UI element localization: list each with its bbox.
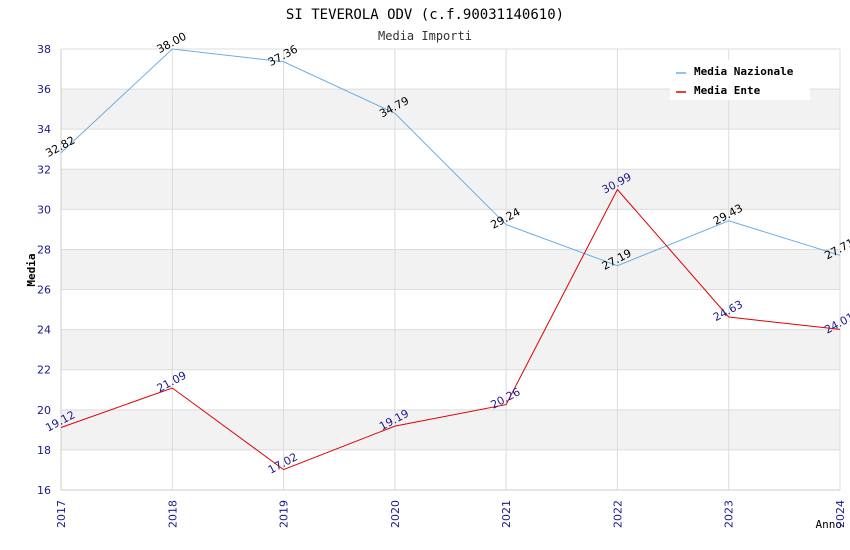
y-tick-label: 28 (37, 243, 51, 256)
x-tick-label: 2024 (834, 500, 847, 528)
y-tick-label: 30 (37, 203, 51, 216)
y-tick-label: 16 (37, 484, 51, 497)
series-line-media-nazionale (60, 48, 841, 267)
x-tick-label: 2017 (55, 500, 68, 528)
data-label: 20.26 (489, 385, 523, 411)
x-tick-label: 2023 (723, 500, 736, 528)
legend-box (670, 60, 810, 100)
y-tick-label: 24 (37, 324, 51, 337)
plot-bands (61, 89, 840, 450)
y-tick-label: 18 (37, 444, 51, 457)
legend-entry-media-ente: Media Ente (694, 84, 761, 97)
series-lines (60, 48, 841, 471)
data-label: 21.09 (155, 369, 189, 395)
x-axis-ticks: 2017 2018 2019 2020 2021 2022 2023 2024 (55, 500, 847, 528)
y-axis-label: Media (25, 253, 38, 286)
x-tick-label: 2020 (389, 500, 402, 528)
x-tick-label: 2022 (611, 500, 624, 528)
x-tick-label: 2018 (166, 500, 179, 528)
y-tick-label: 38 (37, 43, 51, 56)
y-tick-label: 20 (37, 404, 51, 417)
data-label: 17.02 (266, 450, 300, 476)
plot-grid (60, 48, 841, 491)
x-axis-label: Anno (816, 518, 843, 531)
chart-title: SI TEVEROLA ODV (c.f.90031140610) (286, 7, 564, 23)
plot-band (61, 329, 840, 370)
y-tick-label: 32 (37, 163, 51, 176)
data-label: 37.36 (266, 43, 300, 69)
x-tick-label: 2019 (278, 500, 291, 528)
legend-entry-media-nazionale: Media Nazionale (694, 65, 794, 78)
x-tick-label: 2021 (500, 500, 513, 528)
y-tick-label: 36 (37, 83, 51, 96)
y-tick-label: 34 (37, 123, 51, 136)
data-label: 32.82 (43, 134, 77, 160)
y-axis-ticks: 16 18 20 22 24 26 28 30 32 34 36 38 (37, 43, 51, 497)
plot-band (61, 249, 840, 290)
y-tick-label: 26 (37, 284, 51, 297)
series-line-media-ente (60, 188, 841, 471)
data-label: 38.00 (155, 30, 189, 56)
plot-band (61, 409, 840, 450)
y-tick-label: 22 (37, 364, 51, 377)
plot-band (61, 169, 840, 210)
data-label: 24.63 (711, 298, 745, 324)
legend: Media Nazionale Media Ente (670, 60, 810, 100)
chart-subtitle: Media Importi (378, 29, 472, 43)
